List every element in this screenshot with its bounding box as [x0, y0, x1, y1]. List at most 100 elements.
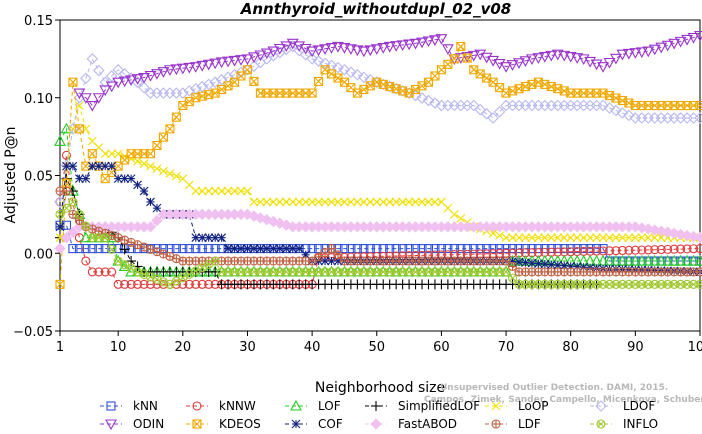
- data-point-inflo: [688, 279, 699, 289]
- data-point-inflo: [495, 267, 505, 277]
- legend-marker-kdeos: [192, 419, 202, 429]
- data-point-inflo: [520, 279, 531, 289]
- data-point-loop: [365, 197, 375, 207]
- data-point-loop: [495, 231, 504, 240]
- y-tick-label: 0.15: [24, 14, 53, 29]
- data-point-loop: [210, 186, 220, 196]
- data-point-inflo: [262, 267, 272, 277]
- data-point-ldof: [623, 109, 635, 122]
- data-point-inflo: [443, 267, 453, 277]
- data-point-odin: [151, 69, 163, 80]
- data-point-odin: [506, 60, 519, 71]
- data-point-knn: [411, 244, 421, 254]
- x-tick-label: 50: [368, 340, 385, 355]
- data-point-ldof: [474, 103, 486, 116]
- data-point-odin: [668, 38, 681, 50]
- data-point-loop: [630, 233, 640, 243]
- data-point-knnw: [643, 245, 653, 255]
- data-point-loop: [346, 197, 356, 207]
- data-point-inflo: [61, 203, 72, 213]
- data-point-loop: [650, 233, 660, 243]
- data-point-odin: [92, 93, 105, 104]
- x-tick-label: 40: [304, 340, 321, 355]
- data-point-odin: [655, 42, 668, 54]
- data-point-kdeos: [145, 149, 156, 159]
- data-point-knnw: [87, 267, 97, 277]
- data-point-knn: [68, 244, 78, 254]
- data-point-inflo: [411, 267, 421, 277]
- data-point-knn: [100, 244, 110, 254]
- data-point-fastabod: [54, 242, 66, 255]
- data-point-inflo: [507, 273, 518, 283]
- legend-label-knn: kNN: [133, 399, 158, 413]
- data-point-odin: [222, 56, 235, 68]
- data-point-knn: [398, 244, 408, 254]
- data-point-inflo: [682, 279, 692, 289]
- data-point-loop: [546, 233, 556, 243]
- data-point-knn: [184, 244, 194, 254]
- y-tick-label: 0.00: [24, 247, 53, 262]
- axis-layer: 1 10 20 30 40 50 60 70 80 90 100 −0.05 0.00 0.05 0.10 0…: [13, 14, 702, 355]
- data-point-knn: [417, 244, 427, 254]
- data-point-inflo: [372, 267, 382, 277]
- data-point-loop: [217, 186, 227, 196]
- data-point-inflo: [107, 244, 117, 254]
- data-point-knn: [307, 244, 317, 254]
- data-point-kdeos: [695, 100, 702, 111]
- data-point-odin: [629, 48, 642, 59]
- data-point-odin: [332, 41, 344, 53]
- data-point-ldf: [61, 186, 72, 196]
- data-point-odin: [170, 64, 183, 76]
- data-point-inflo: [423, 267, 434, 277]
- data-point-loop: [230, 186, 239, 196]
- y-axis-label: Adjusted P@n: [3, 126, 19, 223]
- data-point-cof: [262, 244, 272, 253]
- data-point-inflo: [242, 267, 253, 277]
- data-point-knnw: [507, 248, 518, 258]
- data-point-loop: [307, 197, 317, 207]
- data-point-inflo: [236, 267, 246, 277]
- data-point-knn: [178, 244, 188, 254]
- data-point-odin: [694, 30, 702, 42]
- data-point-loop: [592, 233, 601, 243]
- data-point-loop: [275, 197, 285, 207]
- data-point-inflo: [617, 279, 627, 289]
- legend-marker-ldof: [595, 400, 607, 412]
- data-point-fastabod: [151, 214, 163, 227]
- data-point-odin: [538, 51, 551, 63]
- data-point-ldof: [235, 66, 247, 79]
- data-point-inflo: [456, 267, 466, 277]
- data-point-ldof: [312, 55, 325, 67]
- data-point-fastabod: [60, 231, 73, 244]
- data-point-odin: [118, 76, 131, 88]
- data-point-knnw: [663, 244, 673, 254]
- data-point-odin: [260, 48, 273, 60]
- data-point-odin: [622, 48, 635, 60]
- data-point-odin: [409, 38, 422, 50]
- data-point-knnw: [688, 244, 699, 254]
- data-point-odin: [370, 44, 383, 55]
- data-point-odin: [551, 49, 564, 61]
- legend-item-knnw: kNNW: [186, 399, 256, 413]
- data-point-odin: [351, 45, 364, 57]
- data-point-loop: [417, 197, 427, 207]
- data-point-inflo: [275, 267, 285, 277]
- data-point-knn: [449, 244, 459, 254]
- data-point-ldof: [480, 108, 493, 120]
- data-point-lof: [642, 254, 655, 266]
- legend-marker-loop: [491, 401, 501, 411]
- data-point-odin: [429, 35, 441, 46]
- data-point-inflo: [449, 267, 459, 277]
- data-point-odin: [377, 43, 390, 54]
- series-line-loop: [59, 103, 700, 239]
- data-point-cof: [217, 233, 227, 243]
- data-point-loop: [656, 233, 666, 243]
- data-point-knn: [475, 244, 485, 254]
- data-point-knn: [501, 244, 511, 254]
- data-point-knn: [171, 244, 181, 254]
- data-point-lof: [616, 254, 629, 266]
- data-point-inflo: [669, 279, 679, 289]
- data-point-inflo: [482, 267, 492, 277]
- data-point-inflo: [592, 279, 602, 289]
- data-point-odin: [532, 53, 545, 64]
